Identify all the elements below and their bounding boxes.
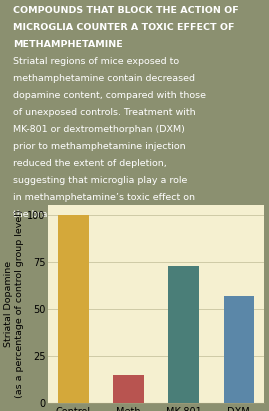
Text: methamphetamine contain decreased: methamphetamine contain decreased bbox=[13, 74, 196, 83]
Text: of unexposed controls. Treatment with: of unexposed controls. Treatment with bbox=[13, 108, 196, 117]
Text: MICROGLIA COUNTER A TOXIC EFFECT OF: MICROGLIA COUNTER A TOXIC EFFECT OF bbox=[13, 23, 235, 32]
Bar bbox=[168, 266, 199, 403]
Text: prior to methamphetamine injection: prior to methamphetamine injection bbox=[13, 142, 186, 151]
Text: in methamphetamine’s toxic effect on: in methamphetamine’s toxic effect on bbox=[13, 193, 196, 202]
Text: METHAMPHETAMINE: METHAMPHETAMINE bbox=[13, 39, 123, 48]
Text: the brain’s dopamine system.: the brain’s dopamine system. bbox=[13, 210, 155, 219]
Text: COMPOUNDS THAT BLOCK THE ACTION OF: COMPOUNDS THAT BLOCK THE ACTION OF bbox=[13, 6, 239, 14]
Bar bbox=[224, 296, 254, 403]
Bar bbox=[58, 215, 89, 403]
Y-axis label: Striatal Dopamine
(as a percentage of control group level): Striatal Dopamine (as a percentage of co… bbox=[4, 210, 24, 398]
Bar bbox=[113, 374, 144, 403]
Text: reduced the extent of depletion,: reduced the extent of depletion, bbox=[13, 159, 167, 168]
Text: MK-801 or dextromethorphan (DXM): MK-801 or dextromethorphan (DXM) bbox=[13, 125, 185, 134]
Text: suggesting that microglia play a role: suggesting that microglia play a role bbox=[13, 175, 188, 185]
Text: Striatal regions of mice exposed to: Striatal regions of mice exposed to bbox=[13, 57, 180, 66]
Text: dopamine content, compared with those: dopamine content, compared with those bbox=[13, 90, 206, 99]
